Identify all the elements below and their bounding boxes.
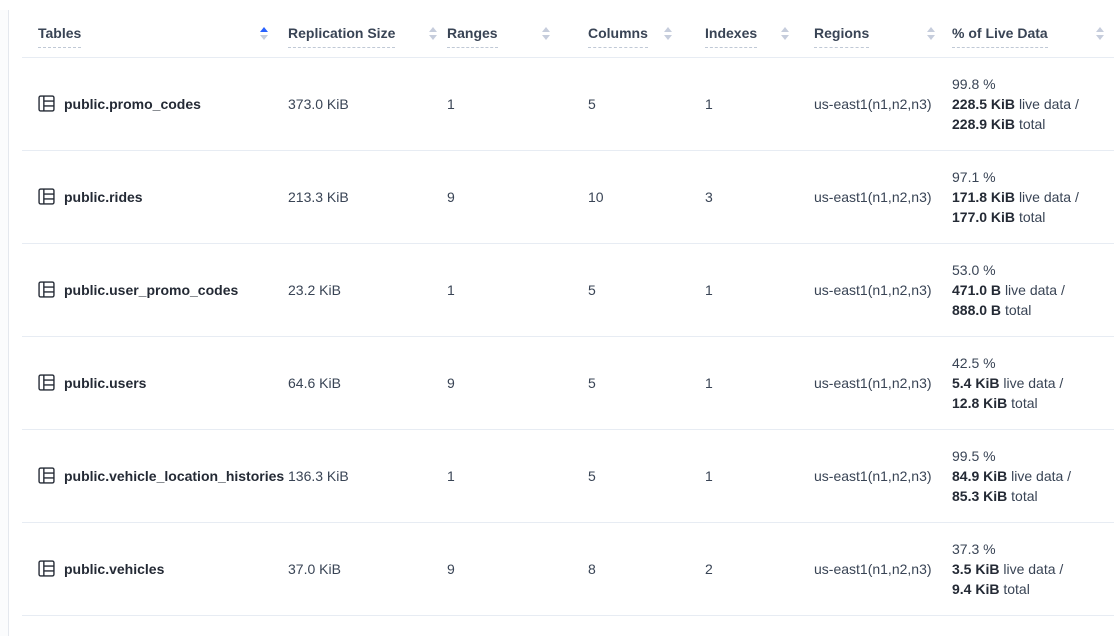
replication-size-cell: 23.2 KiB [278, 243, 447, 337]
live-percent: 99.5 % [952, 447, 996, 464]
column-header-ranges[interactable]: Ranges [447, 10, 560, 58]
columns-cell: 8 [560, 522, 682, 616]
table-name-link[interactable]: public.users [64, 374, 147, 391]
table-row: public.promo_codes 373.0 KiB 1 5 1 us-ea… [22, 57, 1114, 151]
regions-cell: us-east1(n1,n2,n3) [799, 336, 945, 430]
table-row: public.user_promo_codes 23.2 KiB 1 5 1 u… [22, 243, 1114, 337]
columns-cell: 10 [560, 150, 682, 244]
replication-size-cell: 37.0 KiB [278, 522, 447, 616]
ranges-cell: 9 [447, 150, 560, 244]
live-percent: 37.3 % [952, 540, 996, 557]
ranges-cell: 1 [447, 57, 560, 151]
table-name-link[interactable]: public.vehicle_location_histories [64, 467, 285, 484]
regions-cell: us-east1(n1,n2,n3) [799, 150, 945, 244]
table-name-link[interactable]: public.vehicles [64, 560, 165, 577]
indexes-cell: 2 [682, 522, 799, 616]
table-name-link[interactable]: public.user_promo_codes [64, 281, 239, 298]
table-row: public.users 64.6 KiB 9 5 1 us-east1(n1,… [22, 336, 1114, 430]
table-icon [38, 95, 55, 112]
live-data-cell: 53.0 % 471.0 B live data / 888.0 B total [945, 243, 1114, 337]
sort-icon[interactable] [427, 25, 439, 42]
regions-cell: us-east1(n1,n2,n3) [799, 522, 945, 616]
sort-icon[interactable] [258, 25, 270, 42]
column-label: % of Live Data [952, 25, 1048, 48]
column-header-live-data[interactable]: % of Live Data [945, 10, 1114, 58]
table-icon [38, 374, 55, 391]
column-header-tables[interactable]: Tables [22, 10, 278, 58]
indexes-cell: 1 [682, 336, 799, 430]
live-bytes-line: 3.5 KiB live data / [952, 560, 1064, 577]
live-data-cell: 99.8 % 228.5 KiB live data / 228.9 KiB t… [945, 57, 1114, 151]
column-label: Replication Size [288, 25, 396, 48]
column-label: Regions [814, 25, 870, 48]
replication-size-cell: 213.3 KiB [278, 150, 447, 244]
indexes-cell: 1 [682, 429, 799, 523]
table-name-link[interactable]: public.promo_codes [64, 95, 201, 112]
columns-cell: 5 [560, 336, 682, 430]
total-bytes-line: 9.4 KiB total [952, 580, 1030, 597]
live-percent: 53.0 % [952, 261, 996, 278]
live-bytes-line: 471.0 B live data / [952, 281, 1065, 298]
table-icon [38, 467, 55, 484]
live-bytes-line: 5.4 KiB live data / [952, 374, 1064, 391]
column-label: Indexes [705, 25, 758, 48]
live-data-cell: 97.1 % 171.8 KiB live data / 177.0 KiB t… [945, 150, 1114, 244]
table-row: public.vehicles 37.0 KiB 9 8 2 us-east1(… [22, 522, 1114, 616]
live-data-cell: 99.5 % 84.9 KiB live data / 85.3 KiB tot… [945, 429, 1114, 523]
column-label: Ranges [447, 25, 498, 48]
database-tables-page: { "colors": { "accent_blue": "#2962ff", … [0, 10, 1114, 636]
regions-cell: us-east1(n1,n2,n3) [799, 429, 945, 523]
table-row: public.vehicle_location_histories 136.3 … [22, 429, 1114, 523]
columns-cell: 5 [560, 243, 682, 337]
table-header-row: Tables Replication Size Ranges Columns [22, 10, 1114, 58]
indexes-cell: 1 [682, 243, 799, 337]
replication-size-cell: 64.6 KiB [278, 336, 447, 430]
ranges-cell: 9 [447, 336, 560, 430]
live-percent: 42.5 % [952, 354, 996, 371]
total-bytes-line: 228.9 KiB total [952, 115, 1046, 132]
indexes-cell: 3 [682, 150, 799, 244]
table-row: public.rides 213.3 KiB 9 10 3 us-east1(n… [22, 150, 1114, 244]
ranges-cell: 1 [447, 243, 560, 337]
table-icon [38, 188, 55, 205]
live-data-cell: 37.3 % 3.5 KiB live data / 9.4 KiB total [945, 522, 1114, 616]
column-label: Columns [588, 25, 648, 48]
column-header-regions[interactable]: Regions [799, 10, 945, 58]
live-data-cell: 42.5 % 5.4 KiB live data / 12.8 KiB tota… [945, 336, 1114, 430]
total-bytes-line: 12.8 KiB total [952, 394, 1038, 411]
live-percent: 99.8 % [952, 75, 996, 92]
column-header-indexes[interactable]: Indexes [682, 10, 799, 58]
total-bytes-line: 177.0 KiB total [952, 208, 1046, 225]
live-bytes-line: 171.8 KiB live data / [952, 188, 1079, 205]
replication-size-cell: 136.3 KiB [278, 429, 447, 523]
columns-cell: 5 [560, 429, 682, 523]
database-tables-table: Tables Replication Size Ranges Columns [22, 10, 1114, 616]
sort-icon[interactable] [779, 25, 791, 42]
ranges-cell: 9 [447, 522, 560, 616]
column-header-columns[interactable]: Columns [560, 10, 682, 58]
live-bytes-line: 228.5 KiB live data / [952, 95, 1079, 112]
columns-cell: 5 [560, 57, 682, 151]
page-left-divider [8, 10, 9, 636]
live-percent: 97.1 % [952, 168, 996, 185]
regions-cell: us-east1(n1,n2,n3) [799, 243, 945, 337]
table-name-link[interactable]: public.rides [64, 188, 143, 205]
replication-size-cell: 373.0 KiB [278, 57, 447, 151]
sort-icon[interactable] [925, 25, 937, 42]
page-left-strip [0, 10, 8, 636]
live-bytes-line: 84.9 KiB live data / [952, 467, 1072, 484]
sort-icon[interactable] [540, 25, 552, 42]
ranges-cell: 1 [447, 429, 560, 523]
table-icon [38, 281, 55, 298]
total-bytes-line: 85.3 KiB total [952, 487, 1038, 504]
sort-icon[interactable] [1094, 25, 1106, 42]
regions-cell: us-east1(n1,n2,n3) [799, 57, 945, 151]
total-bytes-line: 888.0 B total [952, 301, 1032, 318]
indexes-cell: 1 [682, 57, 799, 151]
column-label: Tables [38, 25, 82, 48]
table-icon [38, 560, 55, 577]
column-header-replication-size[interactable]: Replication Size [278, 10, 447, 58]
sort-icon[interactable] [662, 25, 674, 42]
